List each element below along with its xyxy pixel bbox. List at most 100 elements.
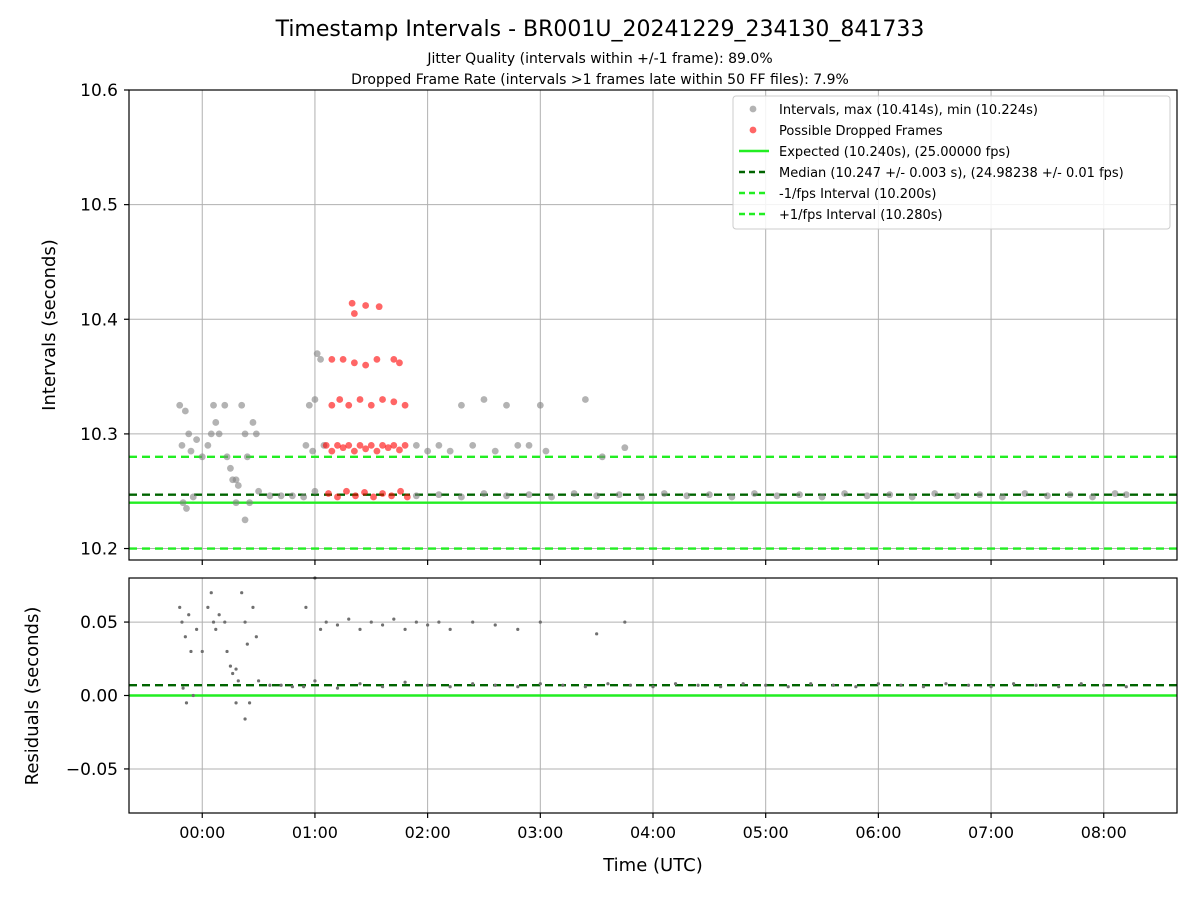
dropped-frame-point — [401, 401, 409, 409]
dropped-frame-point — [352, 492, 359, 500]
residual-point — [279, 683, 283, 687]
interval-point — [598, 453, 606, 461]
residual-point — [538, 620, 542, 624]
residual-point — [211, 620, 216, 624]
dropped-frame-point — [345, 401, 353, 409]
dropped-frame-point — [328, 355, 336, 363]
interval-point — [503, 401, 510, 409]
interval-point — [227, 464, 234, 472]
interval-point — [277, 492, 285, 500]
dropped-frame-point — [379, 441, 386, 449]
legend-label: Median (10.247 +/- 0.003 s), (24.98238 +… — [779, 166, 1124, 181]
residual-point — [493, 683, 497, 687]
interval-point — [198, 453, 206, 461]
dropped-frame-point — [328, 447, 336, 455]
dropped-frame-point — [379, 490, 386, 497]
interval-point — [1044, 492, 1051, 500]
interval-point — [300, 493, 308, 501]
residual-point — [240, 591, 244, 595]
interval-point — [931, 490, 939, 497]
x-tick-label: 06:00 — [855, 823, 901, 842]
residual-point — [209, 591, 213, 595]
residual-point — [243, 717, 247, 721]
interval-point — [514, 441, 522, 449]
legend-box — [732, 95, 1171, 230]
residual-point — [516, 685, 520, 689]
dropped-frame-point — [373, 447, 381, 455]
residual-point — [921, 685, 926, 689]
intervals-y-ticks: 10.2 10.3 10.4 10.5 10.6 — [80, 81, 129, 560]
interval-point — [976, 491, 984, 499]
intervals-x-ticks — [201, 560, 1105, 565]
residual-point — [673, 682, 678, 686]
interval-point — [480, 396, 488, 403]
dropped-frame-point — [370, 493, 377, 501]
residual-point — [561, 683, 565, 687]
residual-point — [1079, 682, 1083, 686]
intervals-plot: 10.2 10.3 10.4 10.5 10.6 Intervals (seconds)… — [39, 81, 1178, 565]
interval-point — [176, 401, 184, 409]
interval-point — [638, 493, 646, 501]
legend-label: -1/fps Interval (10.200s) — [779, 187, 936, 202]
residual-point — [606, 682, 610, 686]
residual-point — [231, 671, 235, 676]
interval-point — [232, 499, 240, 507]
residual-point — [1057, 685, 1061, 689]
residuals-y-ticks: −0.05 0.00 0.05 — [66, 613, 129, 780]
residual-point — [195, 627, 199, 632]
interval-point — [313, 350, 321, 358]
interval-point — [480, 490, 488, 497]
x-tick-label: 05:00 — [743, 823, 789, 842]
intervals-y-axis-label: Intervals (seconds) — [39, 239, 60, 411]
interval-point — [660, 490, 668, 497]
residual-point — [180, 620, 184, 624]
dropped-frame-point — [396, 446, 403, 454]
interval-point — [796, 491, 803, 499]
residual-point — [234, 667, 238, 671]
residual-point — [268, 683, 272, 687]
residual-point — [414, 620, 418, 624]
dropped-frame-point — [356, 441, 364, 449]
interval-point — [728, 493, 736, 501]
dropped-frame-point — [390, 398, 398, 406]
residual-point — [651, 685, 655, 689]
dropped-frame-point — [403, 493, 411, 501]
residual-point — [437, 620, 441, 624]
dropped-frame-point — [384, 444, 392, 452]
residual-point — [392, 617, 396, 621]
residuals-points — [178, 576, 1128, 721]
intervals-axes-frame — [128, 89, 1178, 561]
interval-point — [536, 401, 544, 409]
dropped-frame-point — [322, 441, 330, 449]
dropped-frame-point — [390, 355, 398, 363]
residual-point — [313, 679, 317, 683]
dropped-frame-point — [348, 299, 356, 307]
residual-point — [899, 683, 903, 687]
residual-point — [538, 682, 542, 686]
interval-point — [841, 490, 848, 497]
residuals-x-ticks: 00:00 01:00 02:00 03:00 04:00 05:00 06:00 07:00… — [179, 813, 1127, 842]
interval-point — [446, 447, 454, 455]
x-tick-label: 07:00 — [968, 823, 1014, 842]
residual-point — [223, 620, 227, 624]
residual-point — [719, 685, 723, 689]
residual-point — [184, 701, 189, 705]
interval-point — [317, 355, 324, 363]
residuals-y-tick-label: 0.00 — [80, 687, 118, 707]
residual-point — [318, 627, 323, 632]
interval-point — [435, 441, 443, 449]
legend-label: Expected (10.240s), (25.00000 fps) — [779, 145, 1010, 160]
interval-point — [615, 491, 623, 499]
residual-point — [181, 686, 185, 690]
intervals-y-tick-label: 10.6 — [80, 81, 118, 101]
x-tick-label: 01:00 — [292, 823, 338, 842]
legend-marker — [749, 126, 757, 134]
residuals-plot: −0.050.000.05 00:00 01:00 02:00 03:00 04:00 0… — [22, 576, 1178, 876]
interval-point — [178, 441, 186, 449]
residual-point — [236, 679, 240, 683]
interval-point — [621, 444, 629, 452]
dropped-frame-point — [345, 441, 353, 449]
interval-point — [212, 419, 220, 426]
dropped-frame-point — [375, 303, 383, 311]
